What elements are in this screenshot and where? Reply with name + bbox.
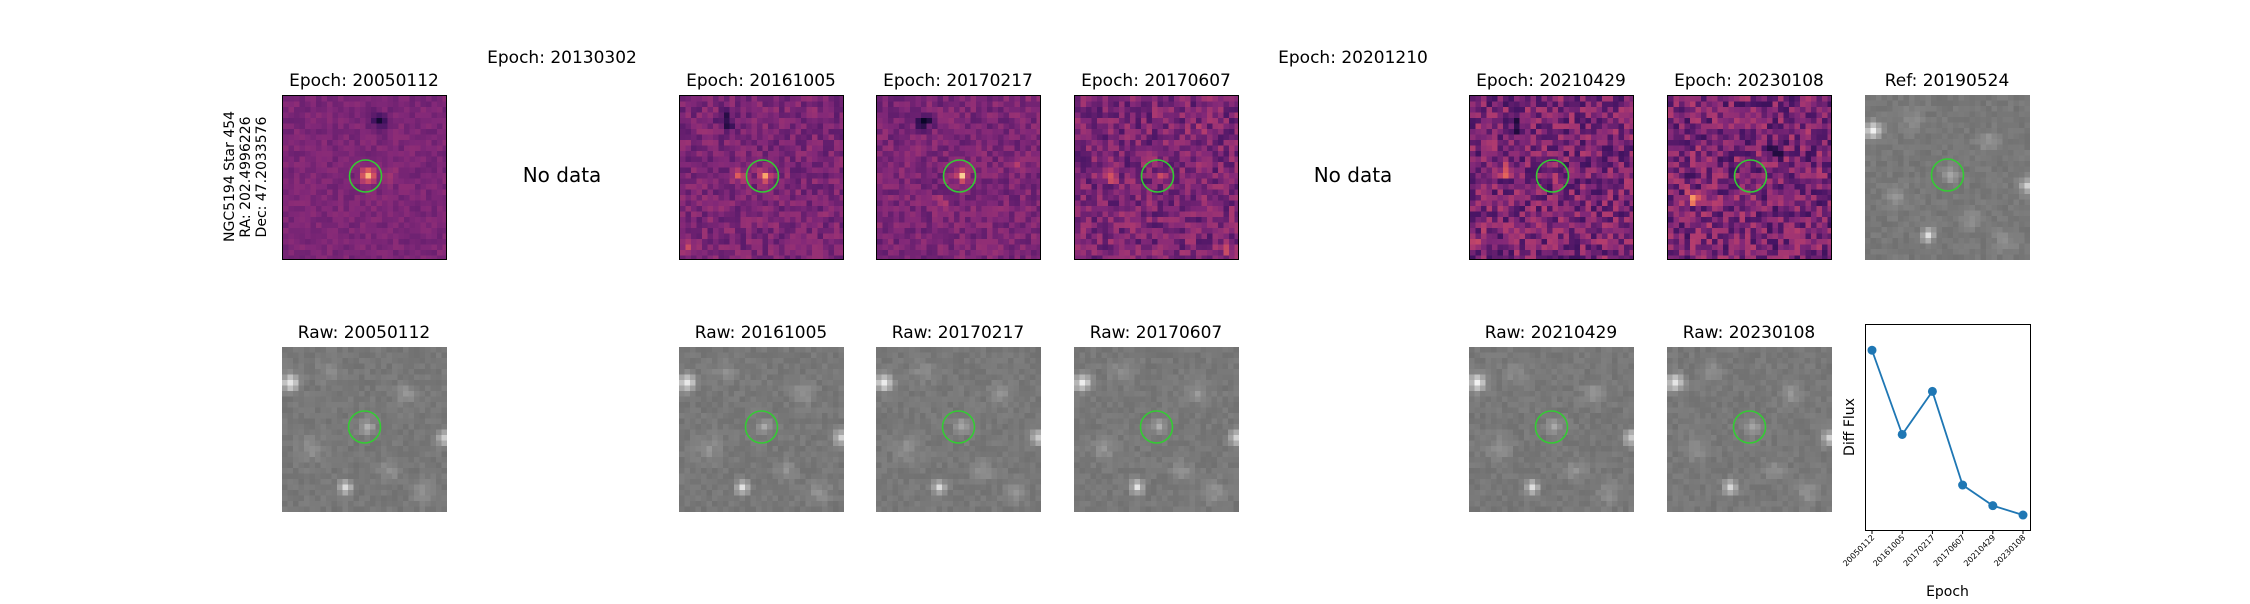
x-tick-label: 20170607 xyxy=(1932,533,1967,568)
title-epoch-20201210: Epoch: 20201210 xyxy=(1233,48,1473,68)
diff-image-20210429 xyxy=(1469,95,1634,260)
x-tick-label: 20210429 xyxy=(1962,533,1997,568)
data-point xyxy=(1958,481,1967,490)
raw-image-20050112 xyxy=(282,347,447,512)
light-curve-svg: 2005011220161005201702172017060720210429… xyxy=(1862,324,2062,600)
title-raw-20170607: Raw: 20170607 xyxy=(1036,323,1276,343)
title-epoch-20130302: Epoch: 20130302 xyxy=(442,48,682,68)
target-dec: Dec: 47.2033576 xyxy=(254,112,270,242)
reference-image-20190524 xyxy=(1865,95,2030,260)
no-data-20201210: No data xyxy=(1233,163,1473,187)
x-axis-label: Epoch xyxy=(1926,584,1969,600)
data-point xyxy=(1928,387,1937,396)
diff-image-20161005 xyxy=(679,95,844,260)
chart-frame xyxy=(1866,325,2031,531)
title-raw-20230108: Raw: 20230108 xyxy=(1629,323,1869,343)
x-tick-label: 20170217 xyxy=(1902,533,1937,568)
y-axis-label: Diff Flux xyxy=(1842,398,1858,456)
raw-image-20170607 xyxy=(1074,347,1239,512)
x-tick-label: 20161005 xyxy=(1871,533,1906,568)
diff-image-20170607 xyxy=(1074,95,1239,260)
title-epoch-20170607: Epoch: 20170607 xyxy=(1036,71,1276,91)
title-epoch-20050112: Epoch: 20050112 xyxy=(244,71,484,91)
raw-image-20170217 xyxy=(876,347,1041,512)
raw-image-20210429 xyxy=(1469,347,1634,512)
title-raw-20050112: Raw: 20050112 xyxy=(244,323,484,343)
diff-image-20050112 xyxy=(282,95,447,260)
title-ref-20190524: Ref: 20190524 xyxy=(1827,71,2067,91)
data-point xyxy=(2019,511,2028,520)
target-ra: RA: 202.4996226 xyxy=(238,112,254,242)
raw-image-20161005 xyxy=(679,347,844,512)
series-line xyxy=(1872,350,2023,515)
raw-image-20230108 xyxy=(1667,347,1832,512)
data-point xyxy=(1868,346,1877,355)
data-point xyxy=(1988,501,1997,510)
diff-image-20230108 xyxy=(1667,95,1832,260)
data-point xyxy=(1898,430,1907,439)
no-data-20130302: No data xyxy=(442,163,682,187)
target-name: NGC5194 Star 454 xyxy=(222,112,238,242)
target-label: NGC5194 Star 454 RA: 202.4996226 Dec: 47… xyxy=(222,112,240,242)
x-tick-label: 20230108 xyxy=(1992,533,2027,568)
diff-image-20170217 xyxy=(876,95,1041,260)
